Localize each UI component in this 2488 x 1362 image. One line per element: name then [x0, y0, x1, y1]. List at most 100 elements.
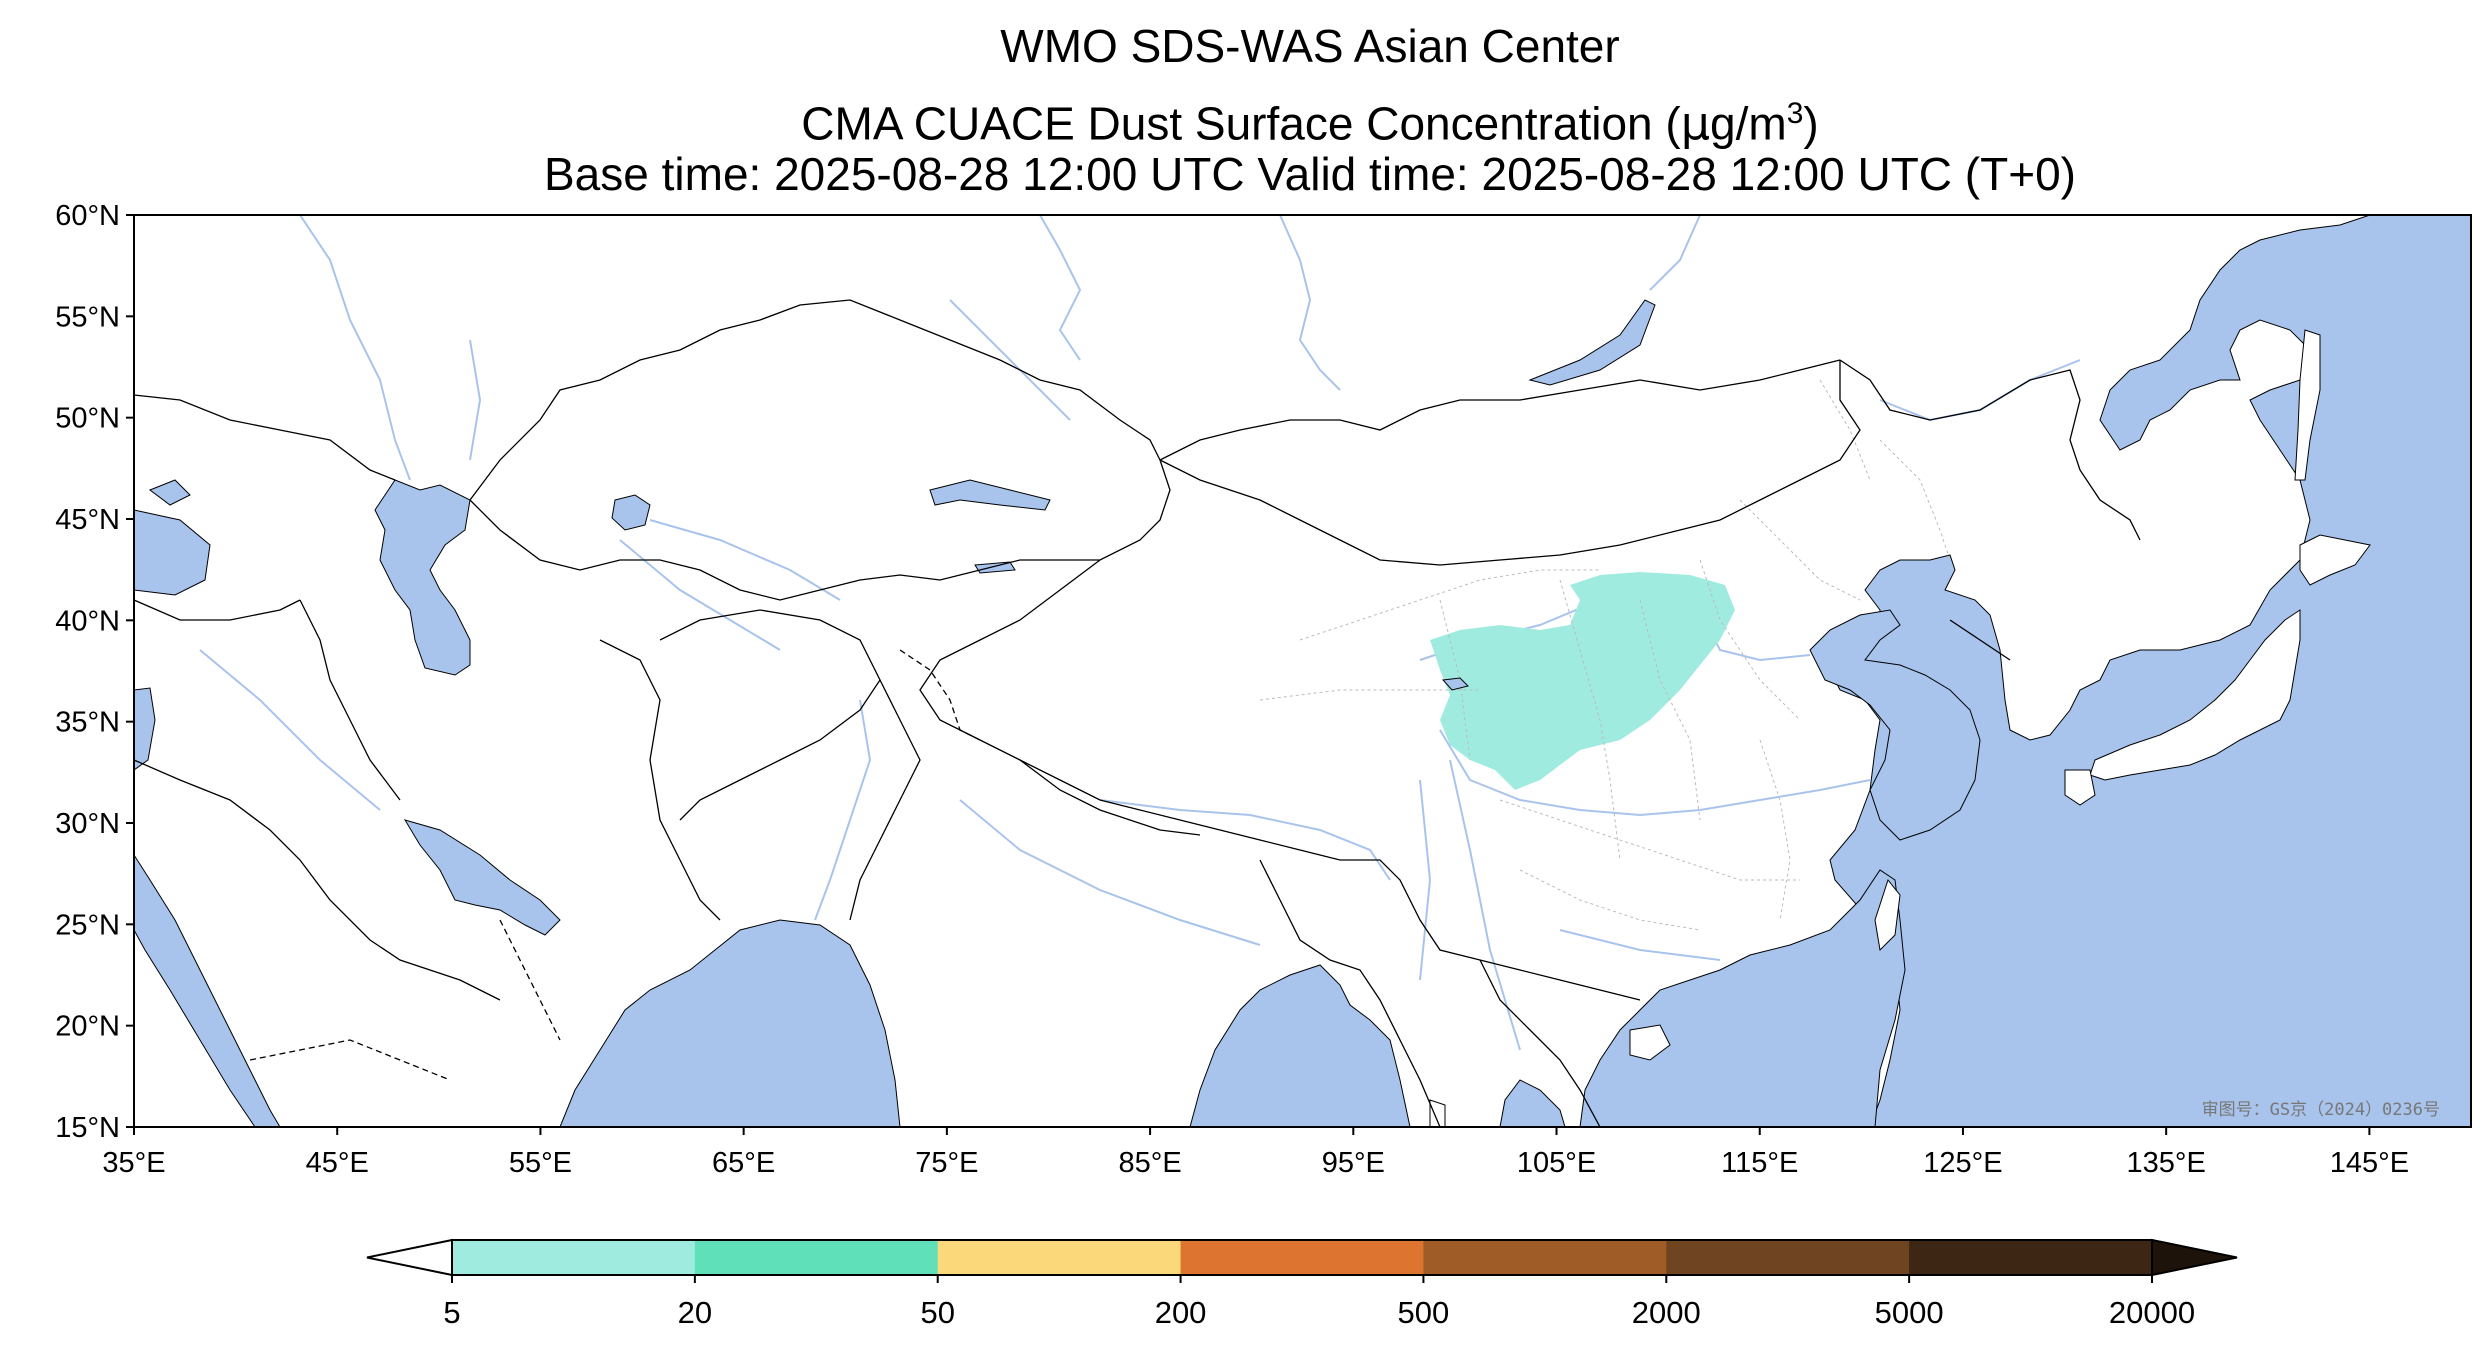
province-line: [1519, 869, 1701, 931]
taiwan: [1874, 878, 1901, 952]
lon-tick-label: 75°E: [915, 1147, 978, 1179]
colorbar-tick-label: 20000: [2109, 1295, 2195, 1330]
colorbar-segment: [452, 1240, 696, 1275]
lat-tick-label: 60°N: [55, 200, 120, 232]
irtysh-river: [949, 299, 1071, 421]
red-sea: [134, 854, 281, 1127]
lon-tick-label: 125°E: [1923, 1147, 2002, 1179]
pacific-ocean: [1829, 215, 2471, 1127]
persian-gulf: [403, 819, 561, 936]
pearl-river: [1559, 929, 1721, 961]
province-line: [1559, 579, 1621, 861]
yangtze-river: [1439, 729, 1871, 817]
border-russia-south: [134, 394, 396, 481]
salween-river: [1419, 779, 1432, 981]
colorbar: 5 20 50 200 500 2000 5000 20000: [366, 1238, 2238, 1330]
border-kashmir-disputed: [899, 649, 981, 741]
kyushu: [2064, 769, 2096, 806]
province-line: [1639, 599, 1701, 821]
border-china-west: [919, 559, 1641, 1001]
latitude-ticks: 60°N 55°N 50°N 45°N 40°N 35°N 30°N 25°N 20°N 15°N: [55, 200, 134, 1144]
syr-darya: [649, 519, 841, 601]
lat-tick-label: 15°N: [55, 1112, 120, 1144]
map-review-number: 审图号：GS京（2024）0236号: [2202, 1100, 2440, 1120]
lat-tick-label: 55°N: [55, 301, 120, 333]
lon-tick-label: 35°E: [102, 1147, 165, 1179]
border-korea: [1949, 619, 2011, 661]
lat-tick-label: 25°N: [55, 909, 120, 941]
border-russia-china-northeast: [1839, 359, 2141, 541]
qinghai-lake: [1441, 677, 1469, 691]
gulf-of-thailand: [1499, 1079, 1566, 1127]
map-frame: [133, 214, 2472, 1128]
lon-tick-label: 55°E: [509, 1147, 572, 1179]
mediterranean-sea: [134, 687, 156, 771]
lon-tick-label: 65°E: [712, 1147, 775, 1179]
border-turkey: [134, 599, 301, 621]
border-pakistan-india: [849, 679, 921, 921]
border-kazakhstan-south: [469, 459, 1171, 601]
colorbar-frame: [451, 1239, 2153, 1276]
border-russia-mongolia: [1159, 359, 1841, 461]
lon-tick-label: 85°E: [1118, 1147, 1181, 1179]
lon-tick-label: 95°E: [1322, 1147, 1385, 1179]
lat-tick-label: 30°N: [55, 808, 120, 840]
lat-tick-label: 45°N: [55, 504, 120, 536]
japan-islands: [1429, 329, 2371, 1127]
border-mongolia-china: [1159, 360, 1861, 566]
sea-of-azov: [148, 479, 191, 506]
colorbar-extend-over: [2151, 1238, 2238, 1277]
lena-river: [1649, 215, 1701, 291]
colorbar-segment: [937, 1240, 1182, 1275]
ganges-river: [959, 799, 1261, 946]
rivers: [199, 215, 2081, 1051]
lon-tick-label: 145°E: [2330, 1147, 2409, 1179]
colorbar-tick-label: 20: [678, 1295, 712, 1330]
caspian-sea: [374, 479, 471, 676]
province-line: [1299, 569, 1600, 641]
colorbar-segment: [1423, 1240, 1667, 1275]
province-line: [1819, 379, 1871, 481]
title-unit-exponent: 3: [1786, 97, 1804, 130]
title-unit: g/m: [1710, 97, 1787, 150]
colorbar-tick-label: 500: [1398, 1295, 1450, 1330]
longitude-ticks: 35°E 45°E 55°E 65°E 75°E 85°E 95°E 105°E 115°E 12…: [102, 1127, 2409, 1179]
title-suffix: ): [1803, 97, 1819, 150]
south-china-sea: [1579, 869, 1906, 1127]
lat-tick-label: 20°N: [55, 1011, 120, 1043]
brahmaputra-river: [1099, 799, 1391, 881]
map-title-line3: Base time: 2025-08-28 12:00 UTC Valid ti…: [544, 148, 2076, 200]
colorbar-extend-under: [366, 1238, 453, 1277]
amu-darya: [619, 539, 781, 651]
lon-tick-label: 135°E: [2127, 1147, 2206, 1179]
sri-lanka-hint: [1429, 1099, 1446, 1127]
border-bangladesh-myanmar: [1259, 859, 1441, 1127]
lon-tick-label: 115°E: [1721, 1147, 1798, 1179]
border-iran-east: [599, 639, 721, 921]
border-iran-iraq: [299, 599, 401, 801]
province-line: [1699, 559, 1801, 721]
colorbar-tick-label: 50: [920, 1295, 954, 1330]
colorbar-segment: [694, 1240, 939, 1275]
border-oman: [499, 919, 561, 1041]
border-afghanistan: [659, 609, 881, 821]
ural-river: [469, 339, 482, 461]
honshu: [2089, 609, 2301, 781]
mekong-river: [1449, 759, 1521, 1051]
border-yemen: [249, 1039, 451, 1081]
title-prefix: CMA CUACE Dust Surface Concentration (: [801, 97, 1681, 150]
lat-tick-label: 40°N: [55, 605, 120, 637]
colorbar-tick-label: 2000: [1632, 1295, 1701, 1330]
border-russia-kazakhstan: [469, 299, 1161, 501]
colorbar-tick-label: 5000: [1875, 1295, 1944, 1330]
colorbar-segment: [1666, 1240, 1910, 1275]
colorbar-tick-label: 5: [443, 1295, 460, 1330]
colorbar-tick-label: 200: [1155, 1295, 1207, 1330]
bay-of-bengal: [1189, 964, 1411, 1127]
province-line: [1259, 689, 1480, 701]
oceans: [134, 215, 2471, 1127]
lat-tick-label: 50°N: [55, 403, 120, 435]
black-sea: [134, 509, 211, 596]
lake-balkhash: [929, 479, 1051, 511]
colorbar-segment: [1180, 1240, 1424, 1275]
